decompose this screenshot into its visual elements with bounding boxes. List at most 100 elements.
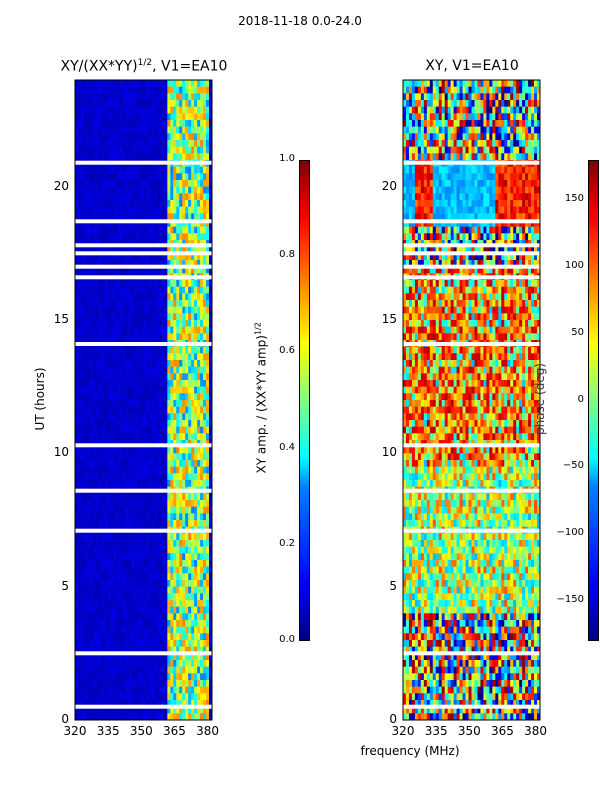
- amp-heatmap-cell: [128, 540, 132, 548]
- phase-heatmap-cell: [501, 120, 505, 128]
- amp-heatmap-cell: [170, 413, 174, 421]
- amp-heatmap-cell: [167, 300, 171, 308]
- amp-heatmap-cell: [83, 300, 88, 308]
- amp-heatmap-cell: [143, 206, 147, 214]
- amp-heatmap-cell: [104, 86, 109, 94]
- amp-heatmap-cell: [92, 473, 97, 481]
- amp-heatmap-cell: [131, 686, 135, 694]
- amp-heatmap-cell: [134, 333, 138, 341]
- amp-heatmap-cell: [206, 360, 210, 368]
- amp-heatmap-cell: [119, 206, 124, 214]
- phase-heatmap-cell: [531, 140, 535, 148]
- amp-heatmap-cell: [200, 253, 204, 261]
- amp-heatmap-cell: [197, 713, 201, 721]
- amp-heatmap-cell: [86, 553, 91, 561]
- amp-heatmap-cell: [170, 166, 174, 174]
- amp-heatmap-cell: [143, 180, 147, 188]
- phase-heatmap-cell: [465, 153, 469, 161]
- amp-heatmap-cell: [152, 86, 156, 94]
- amp-heatmap-cell: [161, 413, 165, 421]
- amp-heatmap-cell: [95, 366, 100, 374]
- amp-heatmap-cell: [194, 626, 198, 634]
- amp-heatmap-cell: [119, 113, 124, 121]
- amp-heatmap-cell: [140, 146, 144, 154]
- amp-heatmap-cell: [113, 460, 118, 468]
- amp-heatmap-cell: [75, 326, 79, 334]
- amp-heatmap-cell: [131, 640, 135, 648]
- amp-heatmap-cell: [170, 100, 174, 108]
- amp-heatmap-cell: [191, 146, 195, 154]
- amp-heatmap-cell: [161, 313, 165, 321]
- amp-heatmap-cell: [161, 253, 165, 261]
- amp-heatmap-cell: [161, 140, 165, 148]
- amp-heatmap-cell: [191, 680, 195, 688]
- amp-heatmap-cell: [143, 500, 147, 508]
- amp-heatmap-cell: [179, 173, 183, 181]
- amp-heatmap-cell: [173, 560, 177, 568]
- amp-heatmap-cell: [188, 86, 192, 94]
- phase-heatmap-cell: [408, 133, 413, 141]
- amp-heatmap-cell: [107, 600, 112, 608]
- amp-heatmap-cell: [92, 140, 97, 148]
- amp-heatmap-cell: [143, 693, 147, 701]
- phase-heatmap-cell: [435, 133, 440, 141]
- amp-heatmap-cell: [119, 500, 124, 508]
- amp-heatmap-cell: [170, 113, 174, 121]
- amp-heatmap-cell: [80, 306, 85, 314]
- phase-heatmap-cell: [483, 80, 487, 88]
- amp-heatmap-cell: [188, 120, 192, 128]
- amp-heatmap-cell: [137, 460, 141, 468]
- phase-heatmap-cell: [474, 80, 478, 88]
- amp-heatmap-cell: [188, 306, 192, 314]
- amp-heatmap-cell: [77, 140, 82, 148]
- amp-heatmap-cell: [155, 86, 159, 94]
- amp-heatmap-cell: [131, 426, 135, 434]
- amp-heatmap-cell: [122, 500, 127, 508]
- amp-heatmap-cell: [200, 673, 204, 681]
- amp-heatmap-cell: [188, 153, 192, 161]
- amp-heatmap-cell: [143, 640, 147, 648]
- amp-heatmap-cell: [146, 520, 150, 528]
- phase-heatmap-cell: [498, 93, 502, 101]
- phase-heatmap-cell: [519, 153, 523, 161]
- amp-heatmap-cell: [75, 673, 79, 681]
- amp-heatmap-cell: [107, 413, 112, 421]
- amp-heatmap-cell: [155, 580, 159, 588]
- amp-heatmap-cell: [203, 633, 207, 641]
- amp-heatmap-cell: [143, 593, 147, 601]
- amp-heatmap-cell: [170, 640, 174, 648]
- amp-heatmap-cell: [101, 613, 106, 621]
- phase-heatmap-cell: [528, 126, 532, 134]
- amp-heatmap-cell: [191, 433, 195, 441]
- amp-heatmap-cell: [110, 640, 115, 648]
- amp-heatmap-cell: [197, 473, 201, 481]
- amp-heatmap-cell: [110, 626, 115, 634]
- amp-heatmap-cell: [206, 706, 210, 714]
- phase-heatmap-cell: [501, 140, 505, 148]
- amp-heatmap-cell: [188, 420, 192, 428]
- phase-heatmap-cell: [480, 126, 484, 134]
- amp-heatmap-cell: [95, 646, 100, 654]
- amp-heatmap-cell: [194, 186, 198, 194]
- amp-heatmap-cell: [131, 100, 135, 108]
- amp-heatmap-cell: [143, 386, 147, 394]
- amp-heatmap-cell: [86, 520, 91, 528]
- amp-heatmap-cell: [185, 246, 189, 254]
- phase-heatmap-cell: [405, 86, 410, 94]
- amp-heatmap-cell: [197, 146, 201, 154]
- amp-heatmap-cell: [104, 333, 109, 341]
- amp-heatmap-cell: [161, 586, 165, 594]
- amp-heatmap-cell: [134, 460, 138, 468]
- amp-heatmap-cell: [191, 286, 195, 294]
- amp-heatmap-cell: [98, 706, 103, 714]
- amp-heatmap-cell: [134, 400, 138, 408]
- amp-heatmap-cell: [110, 346, 115, 354]
- amp-heatmap-cell: [197, 220, 201, 228]
- amp-heatmap-cell: [128, 206, 132, 214]
- phase-heatmap-cell: [408, 100, 413, 108]
- amp-heatmap-cell: [206, 353, 210, 361]
- phase-heatmap-cell: [504, 120, 508, 128]
- amp-heatmap-cell: [125, 206, 130, 214]
- amp-heatmap-cell: [104, 353, 109, 361]
- amp-heatmap-cell: [173, 380, 177, 388]
